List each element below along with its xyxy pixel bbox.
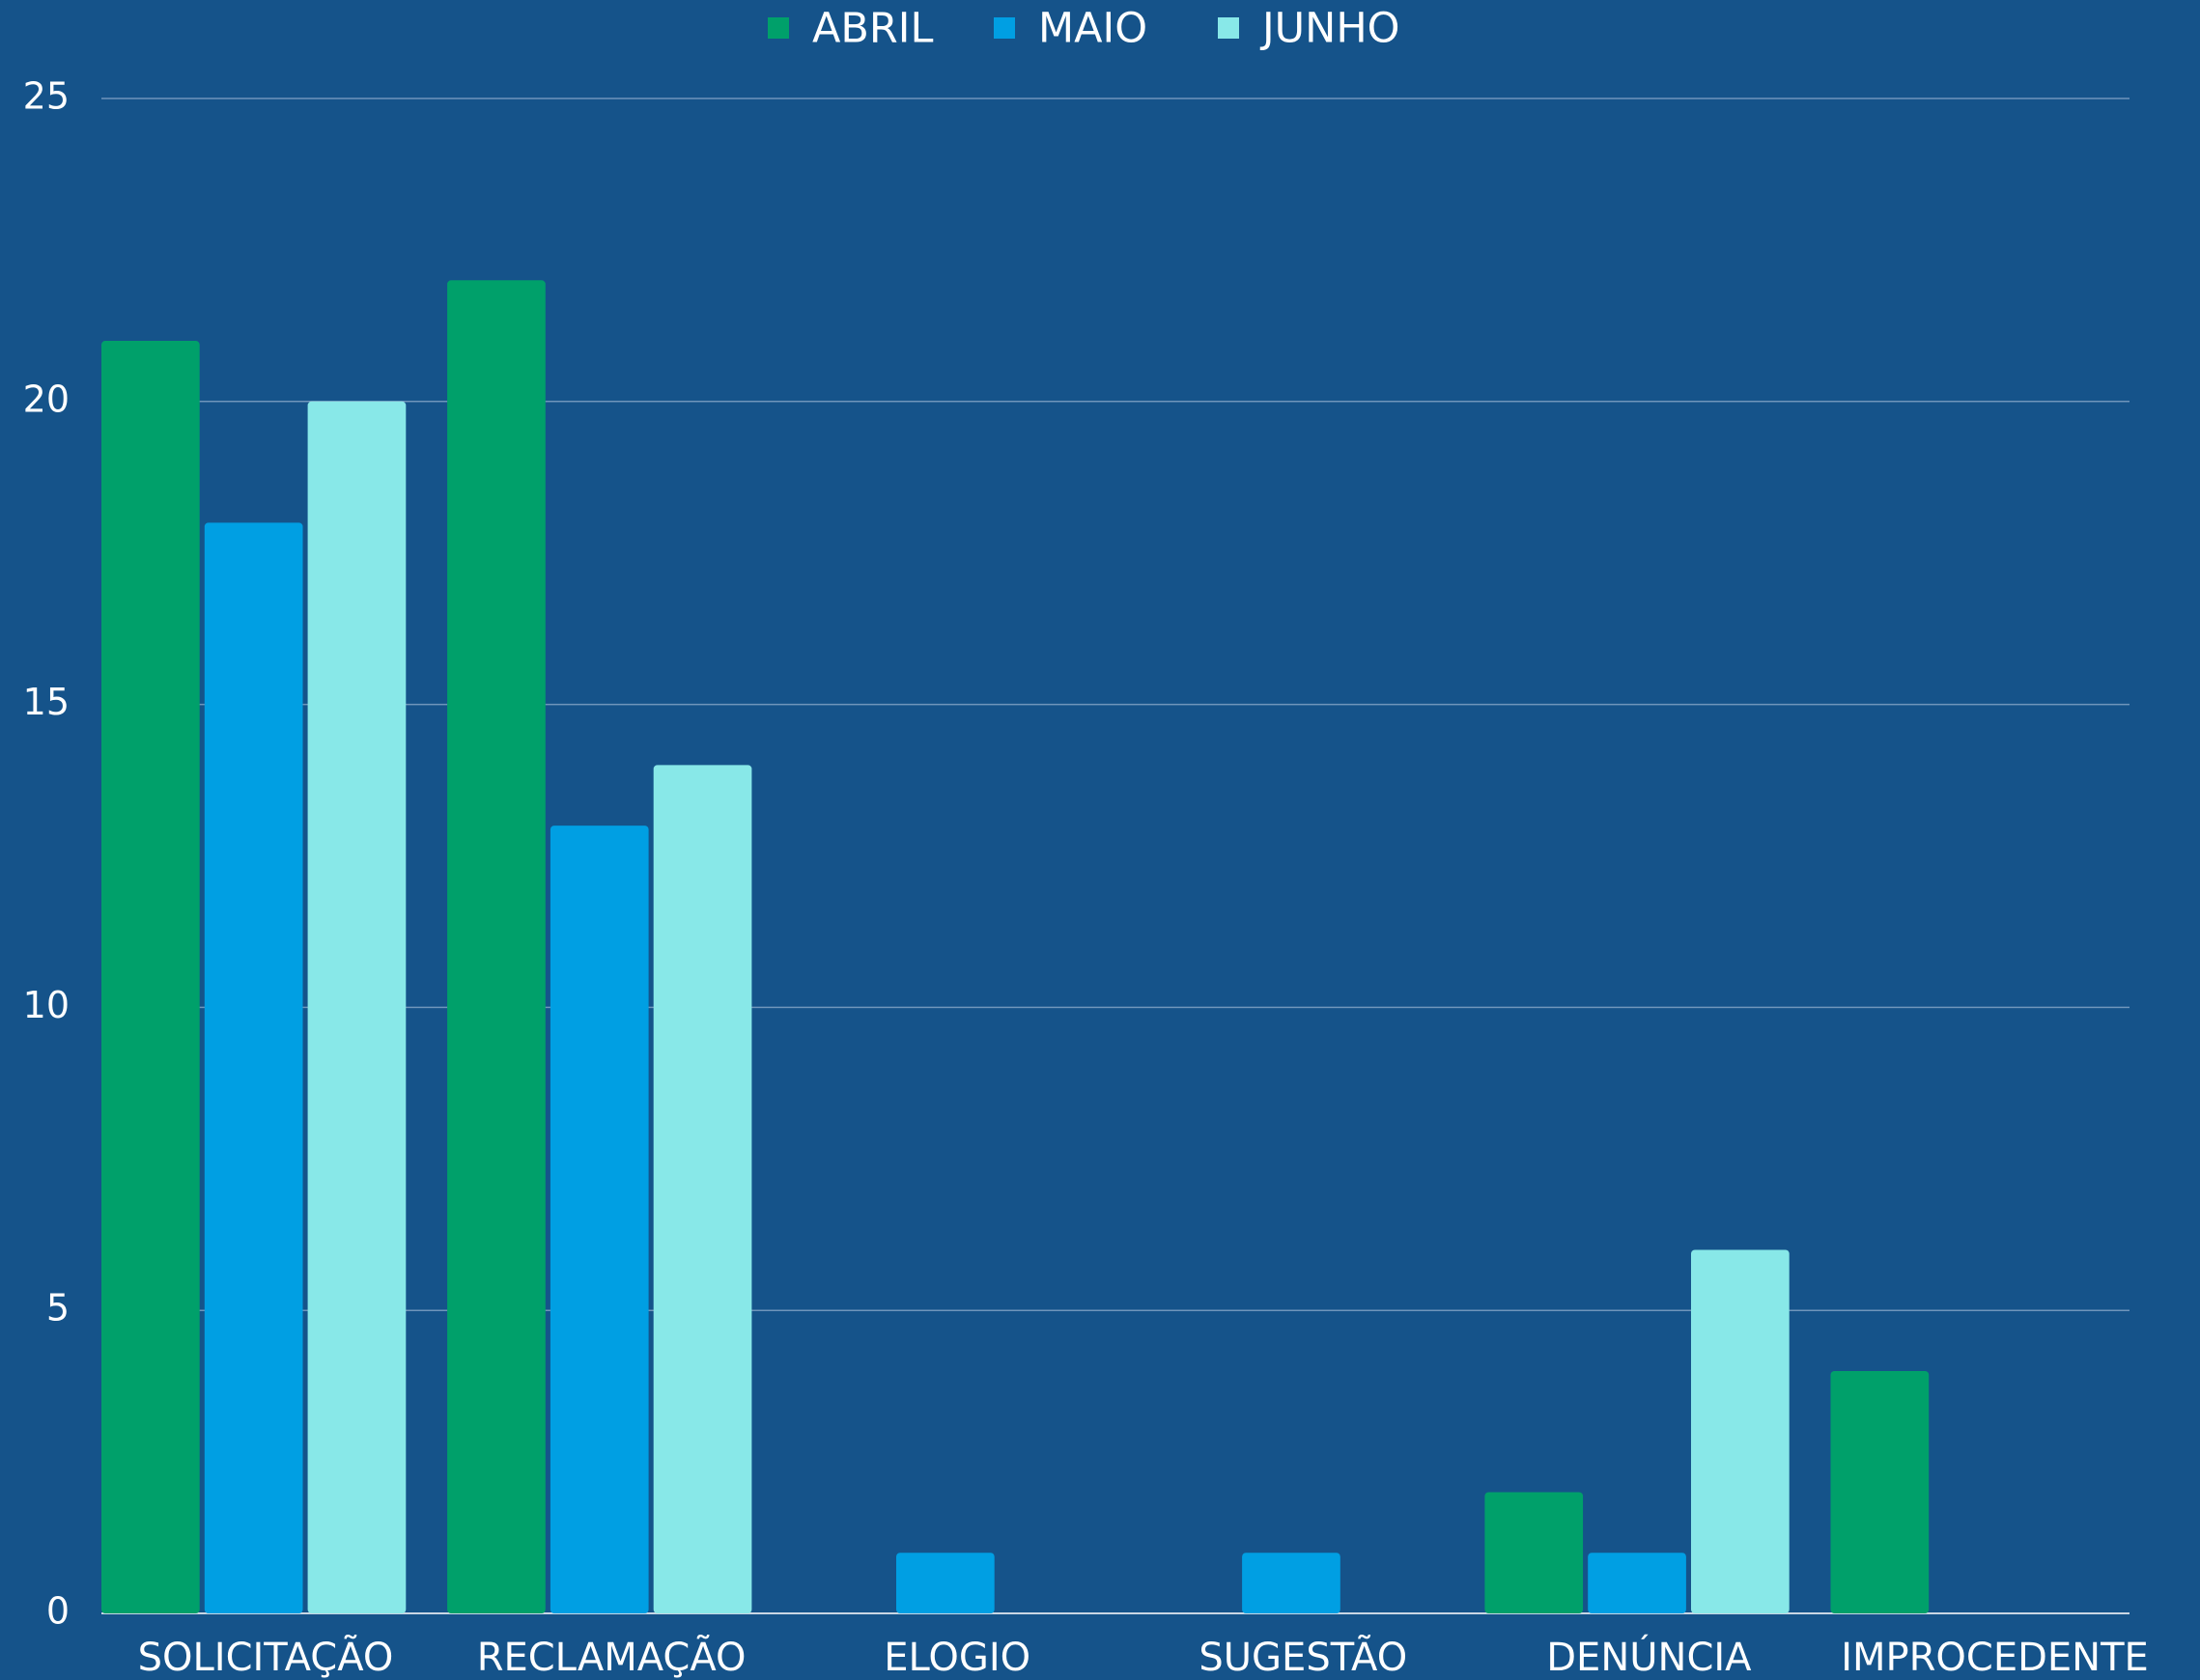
legend-swatch <box>1218 17 1239 39</box>
x-tick-label: SUGESTÃO <box>1199 1634 1407 1680</box>
bar <box>550 826 649 1613</box>
x-tick-label: ELOGIO <box>884 1636 1030 1680</box>
legend-label: MAIO <box>1038 5 1147 53</box>
y-tick-label: 0 <box>46 1590 70 1633</box>
bar <box>1691 1249 1790 1613</box>
y-tick-label: 20 <box>23 378 70 420</box>
bar <box>307 401 407 1613</box>
y-tick-label: 5 <box>46 1287 70 1330</box>
legend-swatch <box>768 17 789 39</box>
bar <box>1588 1553 1686 1613</box>
bar <box>1242 1553 1340 1613</box>
bar <box>1830 1370 1930 1613</box>
y-tick-label: 25 <box>23 75 70 118</box>
y-tick-label: 10 <box>23 984 70 1026</box>
legend-label: ABRIL <box>812 5 933 53</box>
bar <box>896 1553 995 1613</box>
x-tick-label: SOLICITAÇÃO <box>138 1634 394 1680</box>
bar <box>101 341 200 1613</box>
bar <box>653 765 752 1613</box>
bar <box>447 280 546 1613</box>
x-tick-label: DENÚNCIA <box>1546 1634 1752 1680</box>
x-tick-label: RECLAMAÇÃO <box>477 1634 747 1680</box>
x-tick-label: IMPROCEDENTE <box>1841 1636 2149 1680</box>
legend-label: JUNHO <box>1259 5 1400 53</box>
bar <box>204 522 303 1613</box>
y-tick-label: 15 <box>23 681 70 723</box>
legend-swatch <box>994 17 1015 39</box>
bar <box>1484 1492 1584 1613</box>
